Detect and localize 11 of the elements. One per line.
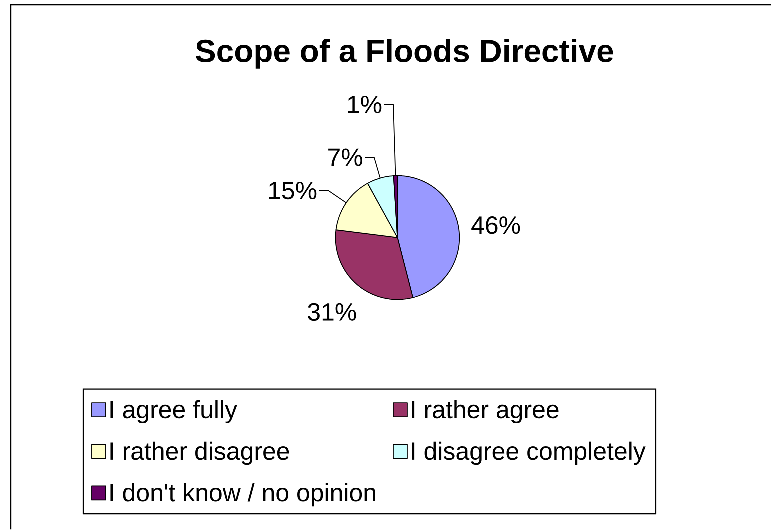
data-label: 15% [269, 182, 317, 200]
legend-label: I disagree completely [412, 442, 646, 466]
data-label: 46% [472, 216, 520, 234]
legend-label: I rather agree [412, 400, 559, 424]
data-label: 1% [348, 96, 382, 114]
chart-title: Scope of a Floods Directive [196, 38, 614, 69]
legend-label: I rather disagree [110, 442, 290, 466]
legend-label: I agree fully [110, 400, 238, 424]
data-label: 7% [328, 148, 362, 166]
data-label: 31% [308, 303, 356, 321]
legend-label: I don't know / no opinion [110, 483, 376, 507]
